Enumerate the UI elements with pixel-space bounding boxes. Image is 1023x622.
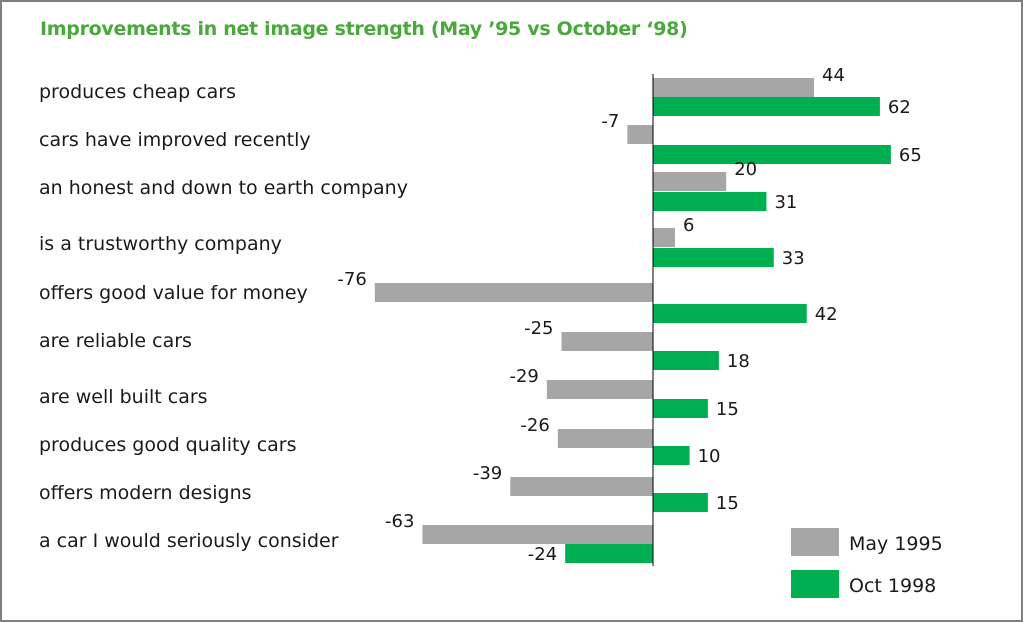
bar-may-1995 [561,332,653,351]
data-label: 62 [888,97,911,118]
category-label: are well built cars [39,386,208,408]
category-label: offers modern designs [39,482,252,504]
category-label: a car I would seriously consider [39,530,339,552]
category-label: an honest and down to earth company [39,177,408,199]
bar-may-1995 [374,283,653,302]
bar-may-1995 [653,172,727,191]
data-label: -39 [473,463,502,484]
data-label: -24 [528,544,557,565]
bar-oct-1998 [653,248,774,267]
legend-swatch [791,528,839,556]
data-label: -29 [509,366,538,387]
bar-may-1995 [510,477,653,496]
legend-label: May 1995 [849,533,943,555]
bar-may-1995 [653,228,675,247]
bar-oct-1998 [653,304,807,323]
data-label: 42 [815,304,838,325]
bar-may-1995 [422,525,653,544]
bar-oct-1998 [653,192,767,211]
data-label: -7 [601,111,619,132]
data-label: 33 [782,248,805,269]
data-label: -26 [520,415,549,436]
category-label: are reliable cars [39,330,192,352]
category-label: produces good quality cars [39,434,297,456]
legend-swatch [791,570,839,598]
bar-may-1995 [546,380,653,399]
bar-oct-1998 [653,145,891,164]
bar-may-1995 [653,78,815,97]
data-label: 20 [734,159,757,180]
data-label: 15 [716,493,739,514]
data-label: 65 [899,145,922,166]
category-label: offers good value for money [39,282,308,304]
bar-oct-1998 [653,97,880,116]
bar-oct-1998 [653,399,708,418]
bar-oct-1998 [565,544,653,563]
bar-may-1995 [627,125,653,144]
bar-oct-1998 [653,446,690,465]
bar-oct-1998 [653,351,719,370]
category-label: is a trustworthy company [39,233,282,255]
data-label: 44 [822,65,845,86]
chart-title: Improvements in net image strength (May … [40,18,688,40]
data-label: 10 [698,446,721,467]
bar-may-1995 [557,429,653,448]
category-label: cars have improved recently [39,129,311,151]
data-label: 15 [716,399,739,420]
data-label: -63 [385,511,414,532]
bar-oct-1998 [653,493,708,512]
data-label: -76 [337,269,366,290]
category-label: produces cheap cars [39,81,236,103]
data-label: 6 [683,215,694,236]
data-label: 18 [727,351,750,372]
legend-label: Oct 1998 [849,575,936,597]
data-label: -25 [524,318,553,339]
data-label: 31 [774,192,797,213]
